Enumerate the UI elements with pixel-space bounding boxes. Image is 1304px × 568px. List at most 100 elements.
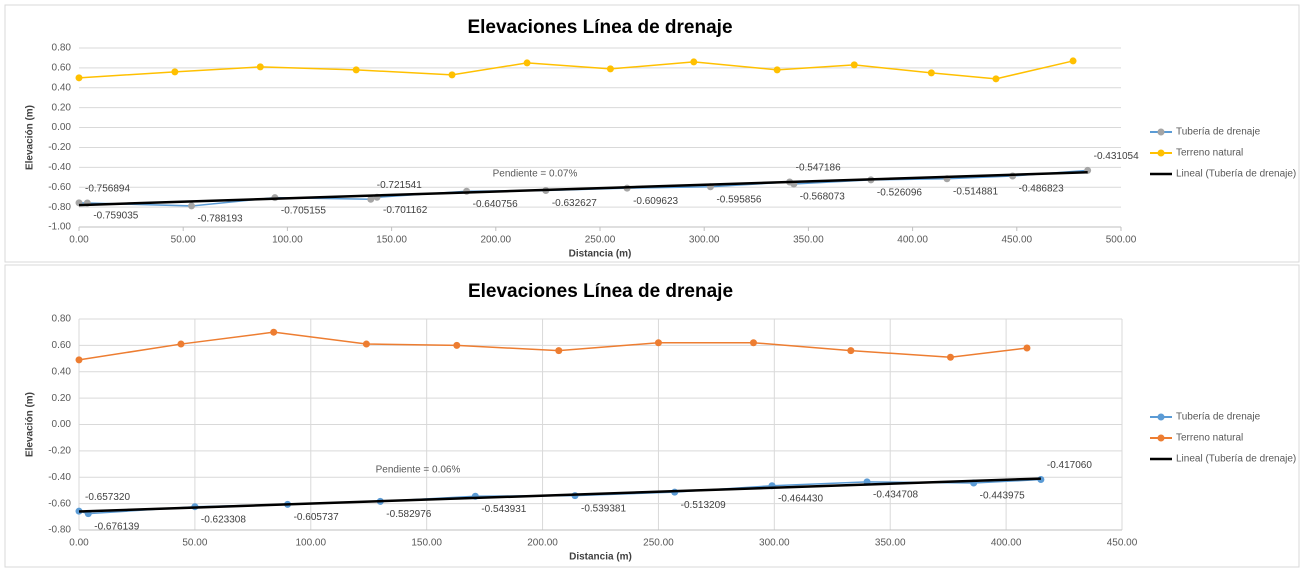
data-label: -0.568073 <box>800 192 845 203</box>
marker <box>606 65 614 73</box>
marker <box>1069 57 1077 65</box>
marker <box>555 347 563 355</box>
y-tick-label: -0.20 <box>48 446 71 457</box>
marker <box>367 195 375 203</box>
y-tick-label: 0.00 <box>52 419 72 430</box>
x-tick-label: 250.00 <box>643 538 674 549</box>
x-tick-label: 500.00 <box>1106 235 1137 246</box>
data-label: -0.640756 <box>473 199 518 210</box>
y-tick-label: 0.20 <box>52 393 72 404</box>
x-axis-title: Distancia (m) <box>569 552 632 563</box>
marker <box>847 347 855 355</box>
marker <box>992 75 1000 83</box>
annotation: Pendiente = 0.07% <box>493 169 578 180</box>
data-label: -0.788193 <box>198 214 243 225</box>
x-tick-label: 300.00 <box>689 235 720 246</box>
data-label: -0.623308 <box>201 514 246 525</box>
marker <box>1023 344 1031 352</box>
marker <box>75 356 83 364</box>
data-label: -0.539381 <box>581 503 626 514</box>
legend-marker <box>1157 434 1165 442</box>
marker <box>523 59 531 67</box>
x-tick-label: 50.00 <box>171 235 196 246</box>
chart-title: Elevaciones Línea de drenaje <box>467 17 732 38</box>
x-tick-label: 100.00 <box>295 538 326 549</box>
data-label: -0.632627 <box>552 198 597 209</box>
y-tick-label: 0.00 <box>52 122 72 133</box>
marker <box>171 68 179 76</box>
x-tick-label: 450.00 <box>1002 235 1033 246</box>
y-tick-label: -1.00 <box>48 222 71 233</box>
data-label: -0.431054 <box>1094 151 1139 162</box>
marker <box>352 66 360 74</box>
y-tick-label: 0.80 <box>52 43 72 54</box>
data-label: -0.701162 <box>383 205 428 216</box>
data-label: -0.657320 <box>85 492 130 503</box>
x-tick-label: 50.00 <box>182 538 207 549</box>
legend-marker <box>1157 128 1165 136</box>
data-label: -0.434708 <box>873 489 918 500</box>
data-label: -0.756894 <box>85 183 130 194</box>
legend-marker <box>1157 149 1165 157</box>
marker <box>690 58 698 66</box>
data-label: -0.513209 <box>681 500 726 511</box>
legend-label: Tubería de drenaje <box>1176 127 1261 138</box>
data-label: -0.705155 <box>281 205 326 216</box>
legend-label: Terreno natural <box>1176 433 1243 444</box>
x-tick-label: 350.00 <box>793 235 824 246</box>
legend-label: Tubería de drenaje <box>1176 412 1261 423</box>
chart-title: Elevaciones Línea de drenaje <box>468 281 733 302</box>
y-tick-label: 0.40 <box>52 366 72 377</box>
legend-label: Terreno natural <box>1176 148 1243 159</box>
x-tick-label: 150.00 <box>376 235 407 246</box>
series-line <box>78 477 1041 513</box>
chart-frame <box>4 264 1300 568</box>
data-label: -0.605737 <box>294 512 339 523</box>
x-tick-label: 400.00 <box>897 235 928 246</box>
y-tick-label: -0.40 <box>48 472 71 483</box>
marker <box>177 340 185 348</box>
y-tick-label: 0.60 <box>52 340 72 351</box>
y-tick-label: 0.60 <box>52 63 72 74</box>
data-label: -0.486823 <box>1019 184 1064 195</box>
y-tick-label: -0.60 <box>48 498 71 509</box>
data-label: -0.547186 <box>796 163 841 174</box>
data-label: -0.759035 <box>93 211 138 222</box>
x-tick-label: 400.00 <box>991 538 1022 549</box>
marker <box>188 202 196 210</box>
x-tick-label: 0.00 <box>69 235 89 246</box>
y-tick-label: 0.40 <box>52 82 72 93</box>
y-axis-title: Elevación (m) <box>25 105 36 170</box>
marker <box>270 328 278 336</box>
marker <box>75 74 83 82</box>
y-tick-label: 0.80 <box>52 314 72 325</box>
legend-label: Lineal (Tubería de drenaje) <box>1176 454 1296 465</box>
data-label: -0.676139 <box>94 521 139 532</box>
marker <box>946 353 954 361</box>
marker <box>749 339 757 347</box>
marker <box>927 69 935 77</box>
y-axis-title: Elevación (m) <box>25 392 36 457</box>
x-tick-label: 150.00 <box>411 538 442 549</box>
y-tick-label: -0.20 <box>48 142 71 153</box>
y-tick-label: -0.80 <box>48 202 71 213</box>
legend-marker <box>1157 413 1165 421</box>
x-tick-label: 350.00 <box>875 538 906 549</box>
marker <box>362 340 370 348</box>
legend-label: Lineal (Tubería de drenaje) <box>1176 169 1296 180</box>
x-tick-label: 450.00 <box>1107 538 1138 549</box>
data-label: -0.464430 <box>778 493 823 504</box>
x-tick-label: 100.00 <box>272 235 303 246</box>
x-tick-label: 200.00 <box>527 538 558 549</box>
marker <box>448 71 456 79</box>
x-tick-label: 0.00 <box>69 538 89 549</box>
x-axis-title: Distancia (m) <box>569 249 632 260</box>
data-label: -0.443975 <box>980 491 1025 502</box>
y-tick-label: -0.60 <box>48 182 71 193</box>
data-label: -0.543931 <box>481 504 526 515</box>
series-line <box>78 171 1088 207</box>
marker <box>453 341 461 349</box>
marker <box>654 339 662 347</box>
x-tick-label: 300.00 <box>759 538 790 549</box>
